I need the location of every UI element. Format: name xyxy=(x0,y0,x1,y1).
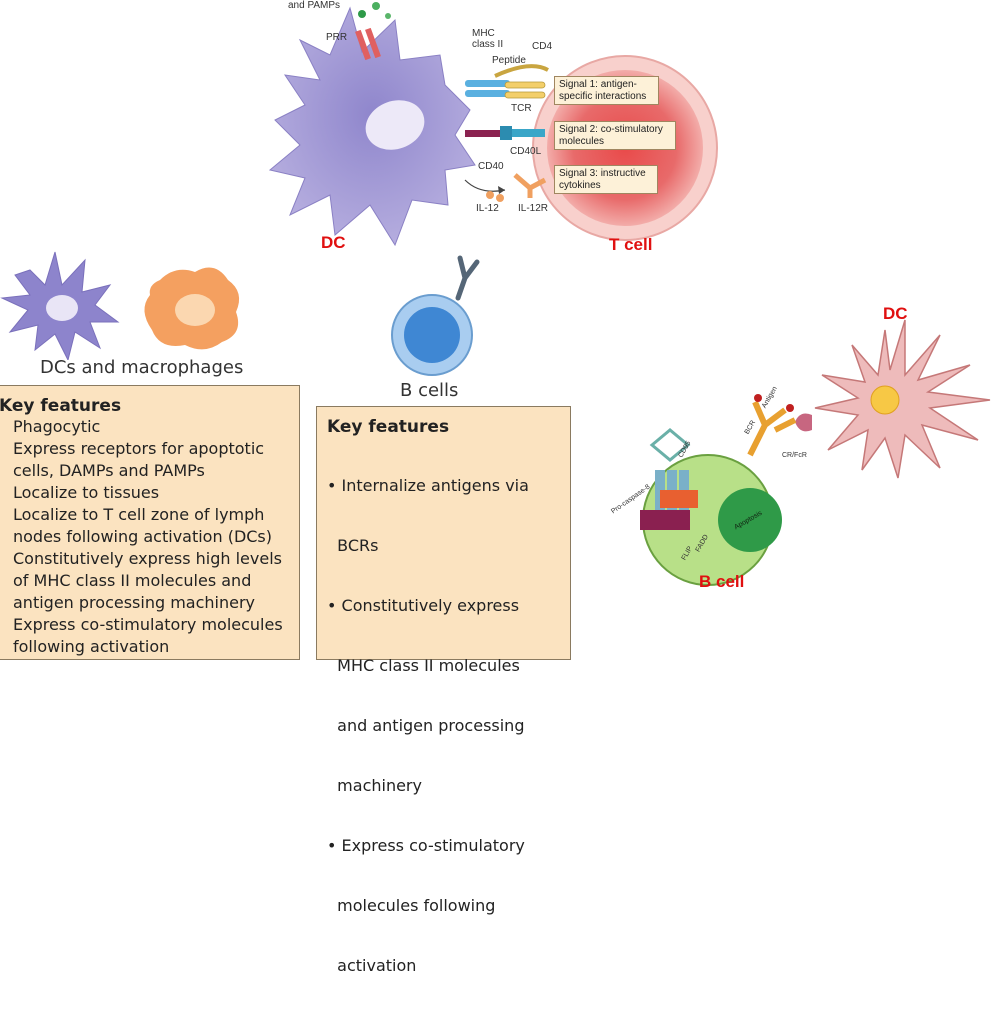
list-item: of MHC class II molecules and xyxy=(13,571,252,590)
list-item: Localize to tissues xyxy=(13,483,160,502)
dc-macrophage-caption: DCs and macrophages xyxy=(40,357,244,378)
list-item: activation xyxy=(327,956,417,975)
prr-label: PRR xyxy=(326,32,348,43)
left-feature-list: Phagocytic Express receptors for apoptot… xyxy=(0,416,299,658)
signal1-box: Signal 1: antigen- specific interactions xyxy=(554,76,659,105)
list-item: machinery xyxy=(327,776,422,795)
list-item: Express receptors for apoptotic xyxy=(13,439,265,458)
green-bcell-nucleus xyxy=(718,488,782,552)
il12r-label: IL-12R xyxy=(518,203,549,214)
cd4-molecule xyxy=(494,64,549,78)
pamp-dot xyxy=(358,10,366,18)
mhc-label: MHC class II xyxy=(472,28,504,50)
bcr-icon xyxy=(455,255,480,301)
list-item: nodes following activation (DCs) xyxy=(13,527,273,546)
list-item: molecules following xyxy=(327,896,496,915)
list-item: • Constitutively express xyxy=(327,596,520,615)
pamp-dot xyxy=(385,13,391,19)
list-item: • Express co-stimulatory xyxy=(327,836,525,855)
cd40l-label: CD40L xyxy=(510,146,542,157)
pamp-dot xyxy=(372,2,380,10)
procaspase-molecule xyxy=(640,510,690,530)
bcell-label: B cell xyxy=(699,572,745,591)
list-item: BCRs xyxy=(327,536,379,555)
dc-label-bottom: DC xyxy=(883,304,908,323)
middle-heading: Key features xyxy=(327,417,450,437)
signal3-box: Signal 3: instructive cytokines xyxy=(554,165,658,194)
dc-macrophage-illustration xyxy=(0,251,240,360)
list-item: Phagocytic xyxy=(13,417,101,436)
middle-feature-list: • Internalize antigens via BCRs • Consti… xyxy=(327,437,570,1015)
cd40-label: CD40 xyxy=(478,161,504,172)
list-item: Localize to T cell zone of lymph xyxy=(13,505,265,524)
red-dc-icon xyxy=(814,319,991,479)
signal2-box: Signal 2: co-stimulatory molecules xyxy=(554,121,676,150)
bcell-dc-illustration xyxy=(640,319,991,586)
list-item: cells, DAMPs and PAMPs xyxy=(13,461,205,480)
list-item: • Internalize antigens via xyxy=(327,476,529,495)
list-item: MHC class II molecules xyxy=(327,656,520,675)
il12-label: IL-12 xyxy=(476,203,499,214)
bcr-receptor xyxy=(747,400,797,457)
cr-fcr-receptor xyxy=(795,413,812,432)
bcell-illustration xyxy=(391,255,480,376)
receptor-label: CR/FcR xyxy=(782,452,807,459)
cd4-label: CD4 xyxy=(532,41,553,52)
tcr-label: TCR xyxy=(511,103,532,114)
middle-key-features-box: Key features • Internalize antigens via … xyxy=(316,406,571,975)
list-item: Constitutively express high levels xyxy=(13,549,282,568)
pamps-label: and PAMPs xyxy=(288,0,341,11)
cd95l-lattice xyxy=(649,428,691,462)
cd40-molecule xyxy=(465,130,507,137)
red-dc-nucleus xyxy=(870,385,900,415)
il12-dot xyxy=(486,191,494,199)
dc-nucleus xyxy=(365,100,425,150)
bcell-caption: B cells xyxy=(400,380,459,401)
dc-label-top: DC xyxy=(321,233,346,252)
list-item: antigen processing machinery xyxy=(13,593,256,612)
tcell-label: T cell xyxy=(609,235,653,254)
left-key-features-box: Key features Phagocytic Express receptor… xyxy=(0,385,300,660)
list-item: following activation xyxy=(13,637,170,656)
mhc-molecule xyxy=(465,80,510,87)
peptide-label: Peptide xyxy=(492,55,526,66)
left-heading: Key features xyxy=(0,396,122,416)
cd40l-molecule xyxy=(505,129,545,137)
bcell-nucleus xyxy=(404,307,460,363)
list-item: Express co-stimulatory molecules xyxy=(13,615,283,634)
tcr-molecule xyxy=(504,81,546,89)
prr-receptor xyxy=(355,29,371,61)
list-item: and antigen processing xyxy=(327,716,525,735)
antigen-dot xyxy=(754,394,762,402)
il12r-molecule xyxy=(513,173,547,198)
